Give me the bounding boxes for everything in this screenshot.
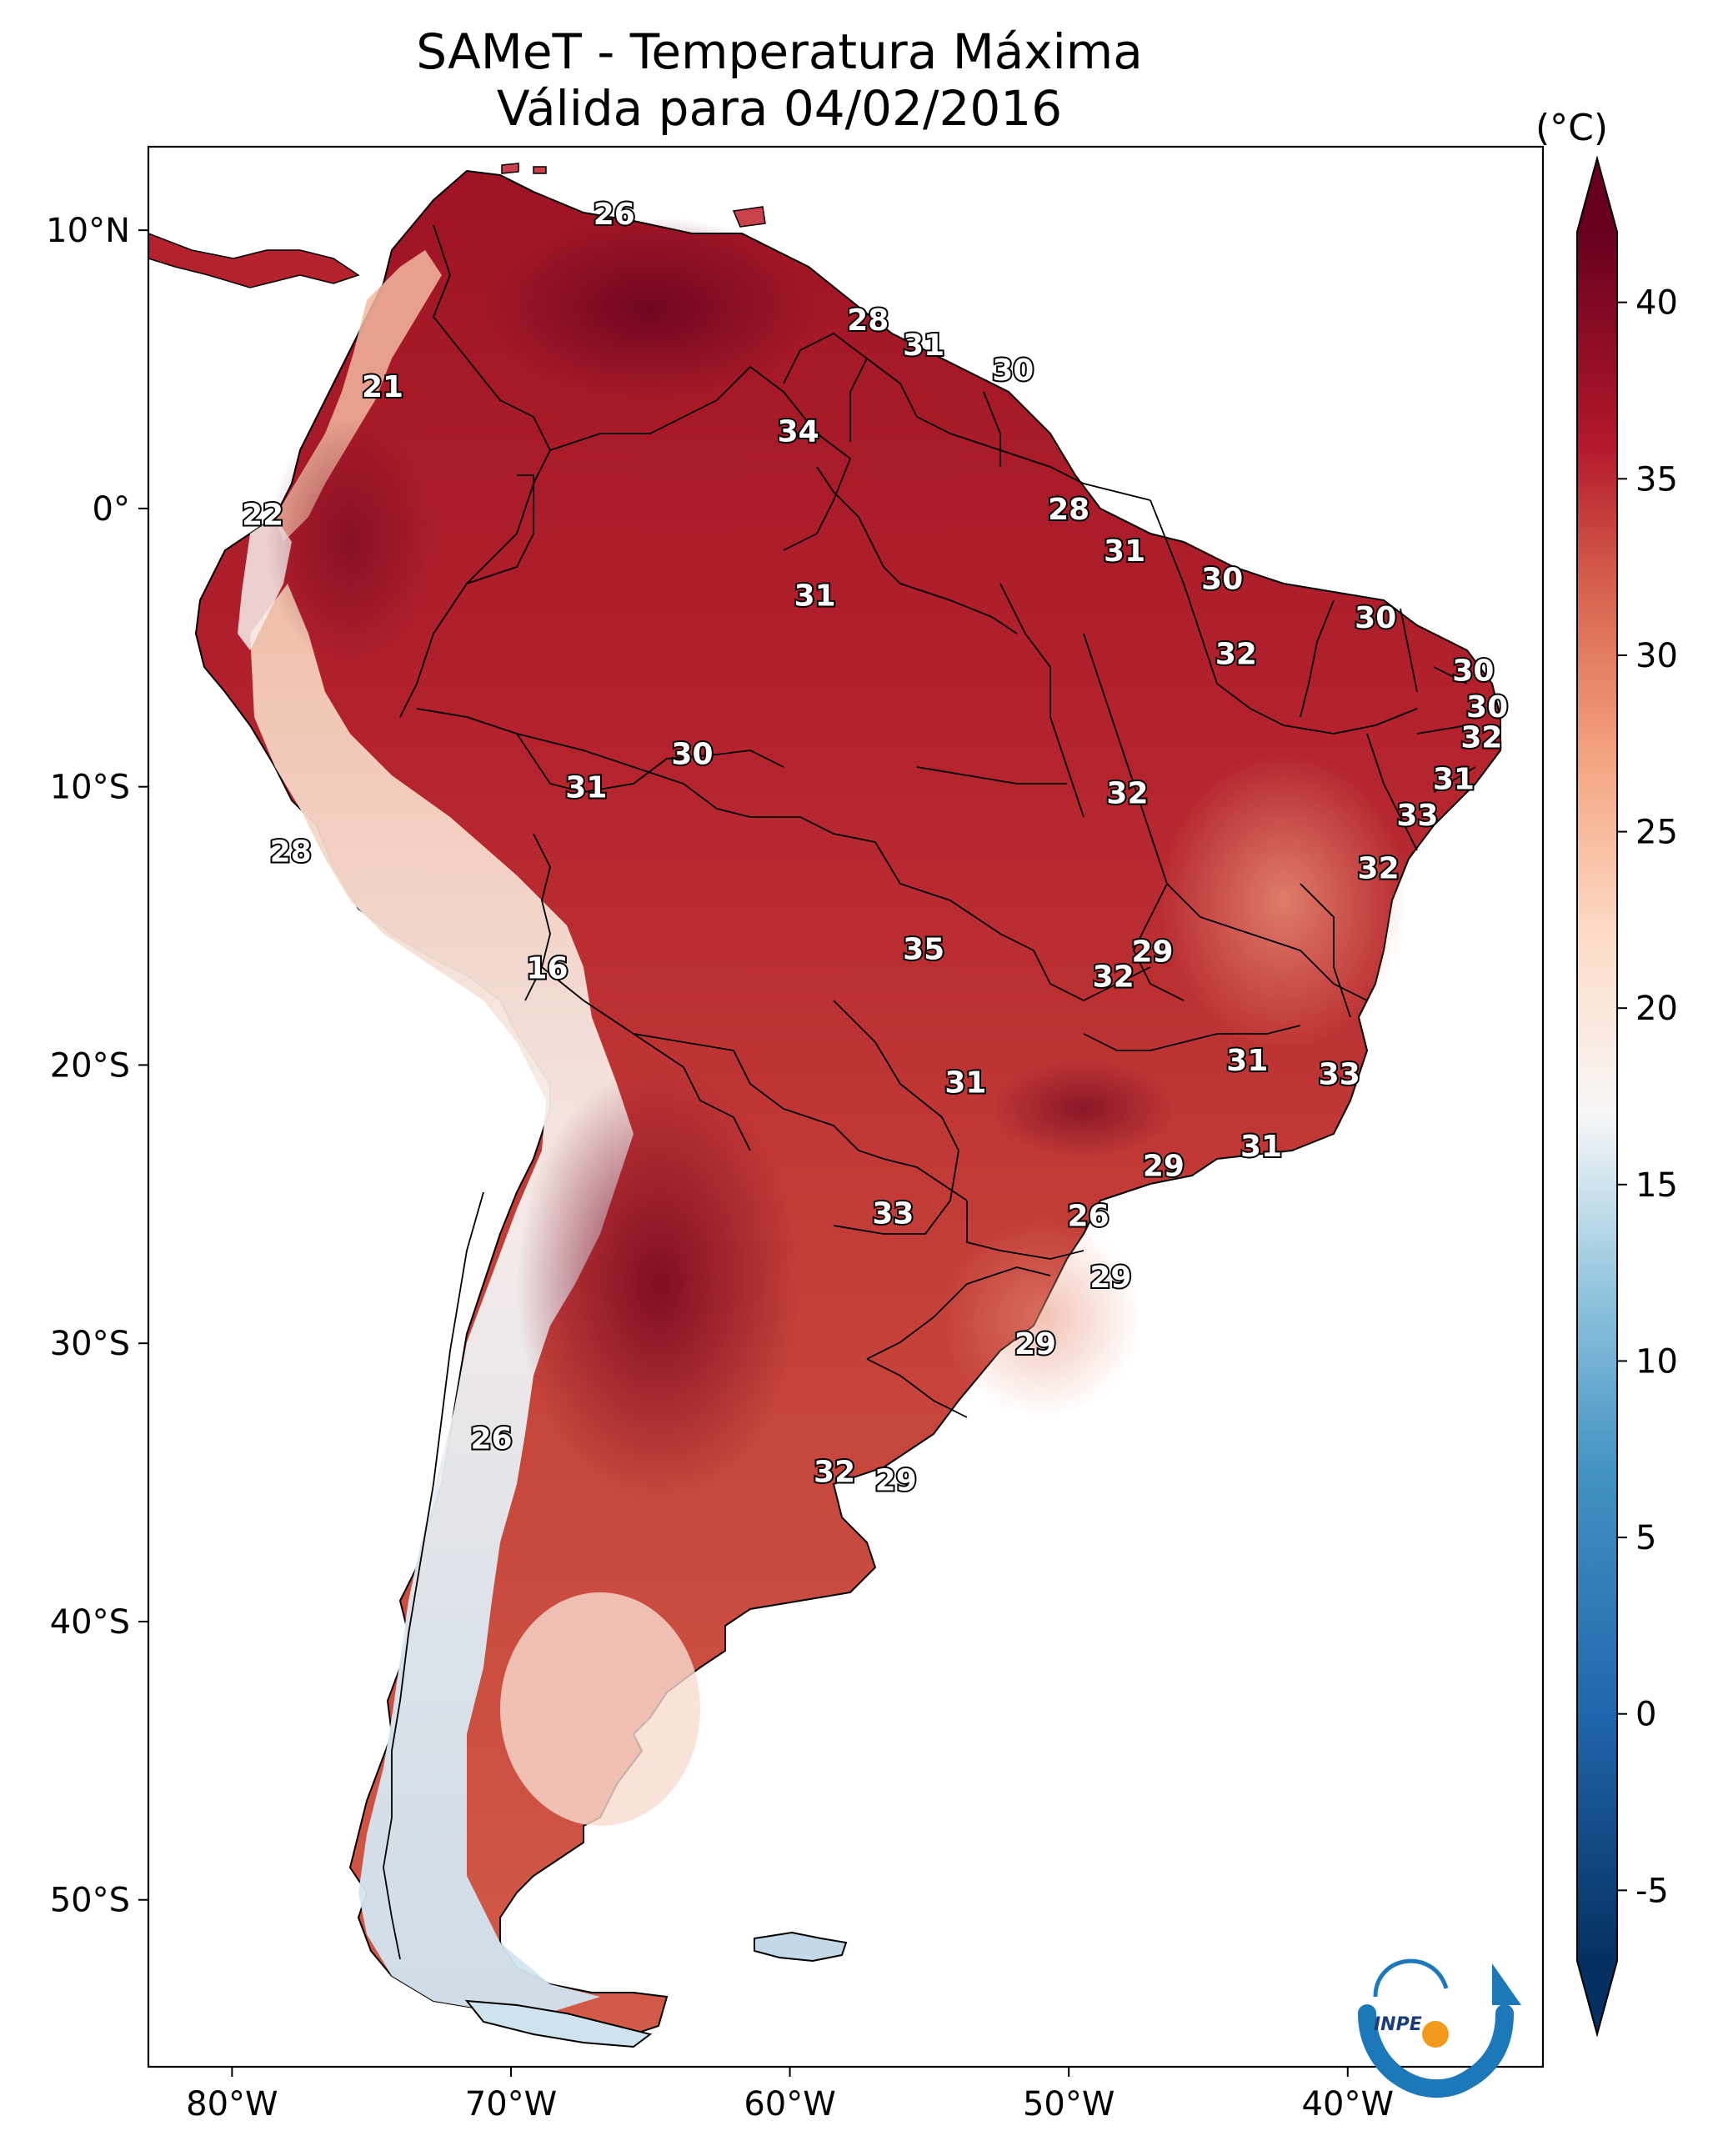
colorbar-tick-label: 0 xyxy=(1635,1696,1656,1734)
station-temperature-label: 26 xyxy=(594,198,635,232)
inpe-logo: INPE xyxy=(1358,1958,1521,2098)
station-temperature-label: 31 xyxy=(1240,1130,1282,1164)
colorbar-tick-label: 25 xyxy=(1635,814,1678,852)
station-temperature-label: 30 xyxy=(1201,562,1243,596)
colorbar-tick-label: 5 xyxy=(1635,1519,1656,1557)
tierra-del-fuego xyxy=(464,1999,653,2048)
station-temperature-label: 32 xyxy=(1358,851,1400,885)
station-temperature-label: 31 xyxy=(565,771,607,805)
station-temperature-label: 28 xyxy=(270,835,312,869)
station-temperature-label: 22 xyxy=(242,499,283,533)
station-temperature-label: 21 xyxy=(362,370,403,404)
station-temperature-label: 30 xyxy=(1466,690,1508,725)
station-temperature-label: 33 xyxy=(1319,1057,1360,1091)
logo-orbit-icon xyxy=(1373,1958,1449,1998)
warm-area-sudeste xyxy=(1159,750,1409,1050)
station-temperature-label: 31 xyxy=(944,1065,986,1100)
station-temperature-label: 32 xyxy=(1460,721,1502,755)
lat-tick-label: 20°S xyxy=(50,1046,130,1085)
colorbar-tick-label: 35 xyxy=(1635,460,1678,499)
lat-tick-label: 0° xyxy=(93,490,130,529)
colorbar-outline xyxy=(1576,155,1618,2038)
colorbar-tick-label: 15 xyxy=(1635,1166,1678,1205)
latitude-ticks: 10°N 0° 10°S 20°S 30°S 40°S 50°S xyxy=(46,212,148,1920)
station-temperature-label: 30 xyxy=(671,738,713,772)
map-title-line2: Válida para 04/02/2016 xyxy=(496,80,1063,137)
hot-spot-sao-paulo xyxy=(992,1059,1175,1159)
lon-tick-label: 50°W xyxy=(1023,2085,1114,2123)
falkland-islands xyxy=(754,1931,848,1963)
station-temperature-label: 33 xyxy=(872,1196,914,1231)
colorbar-tick-label: 30 xyxy=(1635,637,1678,675)
lon-tick-label: 60°W xyxy=(744,2085,835,2123)
colorbar-min-extension xyxy=(1577,1961,1617,2034)
hot-spot-chaco xyxy=(517,1067,800,1501)
station-temperature-label: 33 xyxy=(1396,799,1438,833)
station-temperature-label: 31 xyxy=(1433,763,1475,797)
station-temperature-label: 32 xyxy=(1093,960,1134,995)
map-axes-frame xyxy=(147,145,1545,2068)
station-temperature-label: 30 xyxy=(1355,601,1396,635)
logo-sun-icon xyxy=(1422,2021,1449,2048)
station-temperature-label: 35 xyxy=(903,932,944,966)
hot-spot-venezuela xyxy=(483,217,817,400)
map-title-line1: SAMeT - Temperatura Máxima xyxy=(416,23,1143,80)
station-temperature-label: 31 xyxy=(794,579,836,613)
station-temperature-label: 31 xyxy=(1226,1044,1268,1078)
station-temperature-label: 26 xyxy=(471,1422,513,1457)
caribbean-islands xyxy=(501,163,766,228)
lat-tick-label: 30°S xyxy=(50,1325,130,1363)
logo-text: INPE xyxy=(1374,2014,1422,2035)
colorbar-tick-label: 20 xyxy=(1635,990,1678,1028)
lon-tick-label: 70°W xyxy=(465,2085,557,2123)
colorbar-tick-label: 10 xyxy=(1635,1342,1678,1381)
station-temperature-label: 34 xyxy=(778,414,819,449)
station-temperature-label: 30 xyxy=(1452,654,1494,688)
station-temperature-label: 30 xyxy=(992,353,1034,388)
station-temperature-label: 29 xyxy=(875,1464,917,1498)
station-temperature-label: 32 xyxy=(814,1456,855,1490)
lat-tick-label: 10°N xyxy=(46,212,130,250)
station-temperature-label: 32 xyxy=(1215,637,1257,671)
lon-tick-label: 40°W xyxy=(1302,2085,1394,2123)
colorbar-tick-label: 40 xyxy=(1635,284,1678,323)
andes-cold-belt xyxy=(250,584,634,2018)
logo-swoosh-icon xyxy=(1358,2004,1514,2098)
lat-tick-label: 50°S xyxy=(50,1882,130,1920)
station-temperature-label: 29 xyxy=(1132,935,1174,970)
map-layer xyxy=(148,163,1501,2048)
lat-tick-label: 10°S xyxy=(50,769,130,807)
station-temperature-label: 26 xyxy=(1068,1200,1109,1234)
colorbar-max-extension xyxy=(1577,158,1617,232)
station-temperature-label: 28 xyxy=(1048,493,1089,527)
station-temperature-label: 29 xyxy=(1143,1150,1185,1184)
colorbar-tick-label: -5 xyxy=(1635,1872,1669,1910)
central-america-panama xyxy=(148,233,360,288)
station-temperature-label: 29 xyxy=(1014,1327,1056,1361)
station-temperature-label: 32 xyxy=(1106,776,1148,810)
lon-tick-label: 80°W xyxy=(186,2085,278,2123)
longitude-ticks: 80°W 70°W 60°W 50°W 40°W xyxy=(186,2067,1394,2123)
political-borders xyxy=(383,224,1476,1960)
station-temperature-label: 31 xyxy=(1104,534,1145,569)
lat-tick-label: 40°S xyxy=(50,1603,130,1642)
station-temperature-label: 16 xyxy=(526,952,568,986)
warm-area-south xyxy=(942,1217,1142,1417)
logo-arrow-icon xyxy=(1492,1963,1521,2005)
station-temperature-label: 31 xyxy=(903,328,944,363)
warm-area-patagonia xyxy=(500,1592,700,1826)
hot-spot-amazon-west xyxy=(267,417,433,667)
colorbar: 40 35 30 25 20 15 10 5 0 -5 xyxy=(1576,155,1678,2038)
colorbar-gradient xyxy=(1577,232,1617,1961)
station-temperature-label: 28 xyxy=(847,303,889,338)
colorbar-unit-label: (°C) xyxy=(1535,107,1609,149)
station-temperature-label: 29 xyxy=(1089,1261,1131,1295)
